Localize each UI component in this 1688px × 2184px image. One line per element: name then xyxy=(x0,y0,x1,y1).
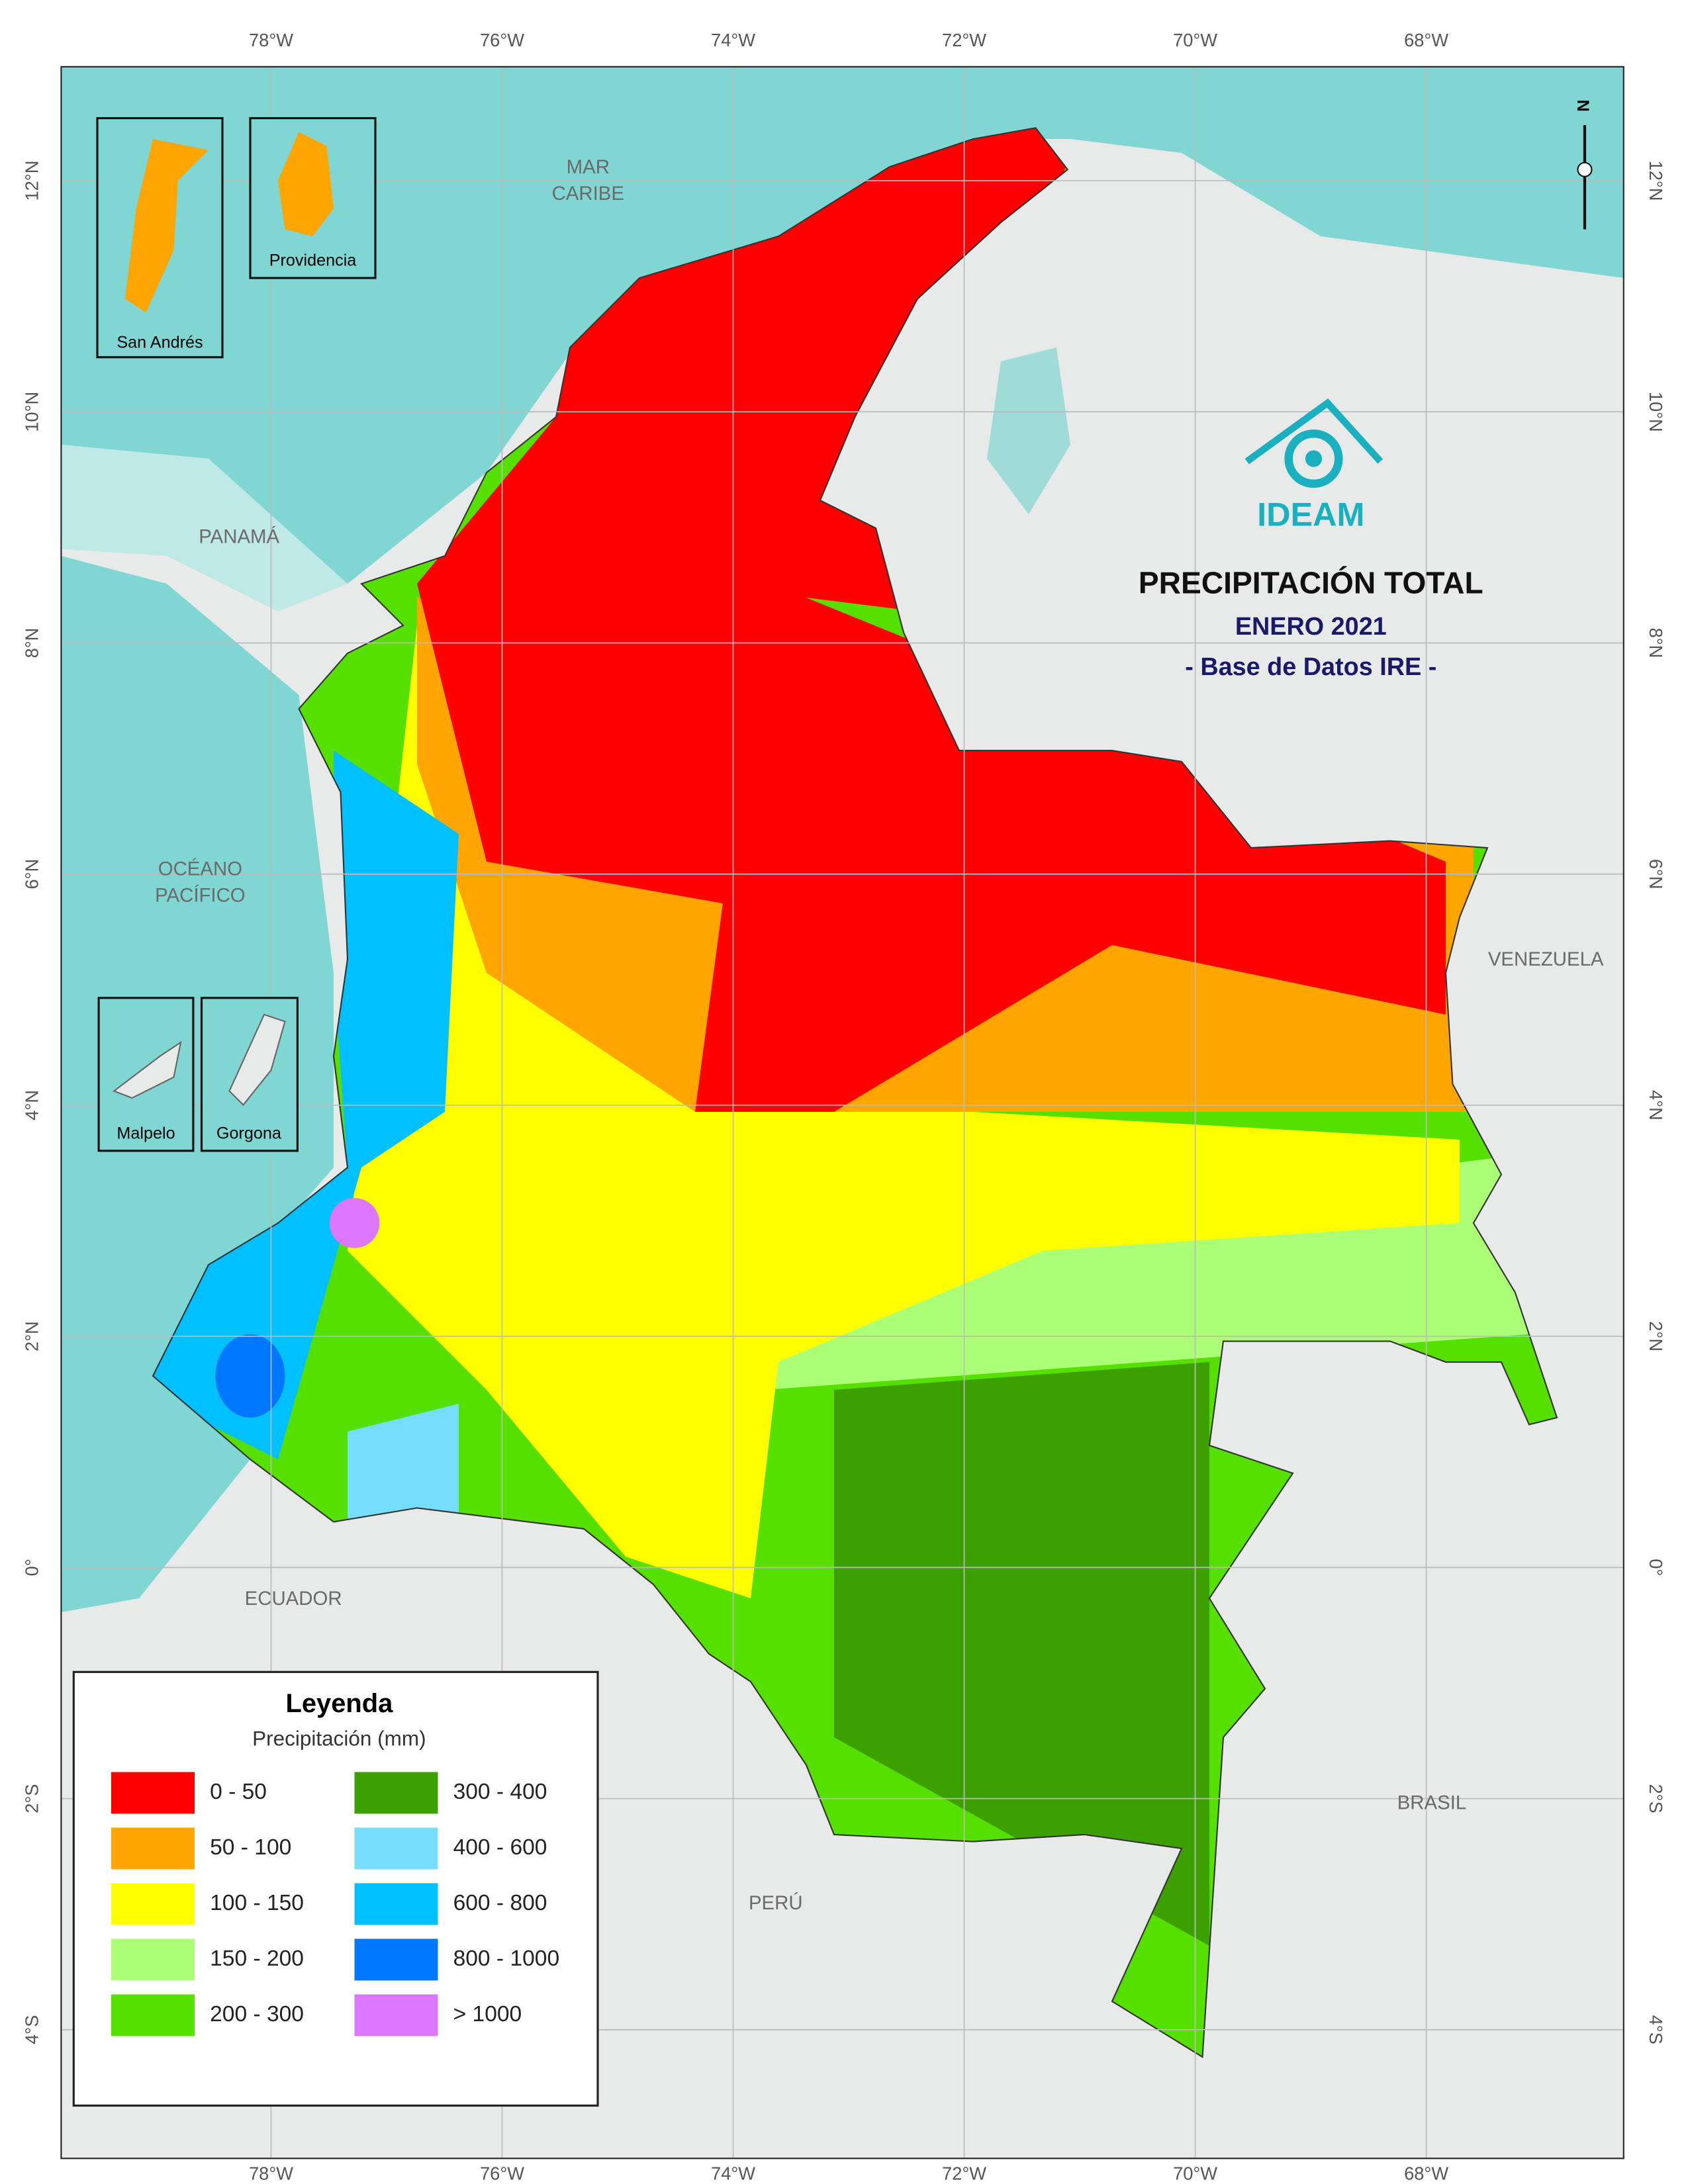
place-label: VENEZUELA xyxy=(1488,948,1604,970)
place-label: PANAMÁ xyxy=(199,526,279,548)
longitude-label: 70°W xyxy=(1173,30,1217,50)
latitude-label: 8°N xyxy=(1646,628,1666,659)
legend-swatch xyxy=(354,1883,438,1925)
inset-island xyxy=(124,139,209,313)
legend-label: 50 - 100 xyxy=(210,1835,291,1860)
inset-island xyxy=(228,1013,286,1107)
logo-swirl xyxy=(1284,429,1343,488)
legend-swatch xyxy=(354,1772,438,1814)
longitude-label: 70°W xyxy=(1173,2163,1217,2184)
pacific-ocean xyxy=(61,556,334,1613)
longitude-label: 68°W xyxy=(1404,2163,1448,2184)
north-arrow-center xyxy=(1577,161,1593,177)
latitude-label: 2°N xyxy=(1646,1321,1666,1351)
coastal-shelf xyxy=(61,445,348,612)
legend-label: 600 - 800 xyxy=(453,1891,547,1915)
legend-label: 300 - 400 xyxy=(453,1780,547,1804)
longitude-label: 76°W xyxy=(480,2163,524,2184)
latitude-label: 4°N xyxy=(1646,1090,1666,1120)
latitude-label: 12°N xyxy=(22,161,42,201)
subtitle: ENERO 2021 xyxy=(1235,613,1387,641)
zone-400-600 xyxy=(347,1404,459,1529)
inset-label: Malpelo xyxy=(117,1124,175,1142)
place-label: PERÚ xyxy=(749,1892,803,1914)
longitude-label: 72°W xyxy=(942,30,986,50)
legend-swatch xyxy=(354,1938,438,1981)
logo: IDEAM xyxy=(1244,398,1383,533)
legend-subtitle: Precipitación (mm) xyxy=(252,1727,426,1751)
lake-maracaibo xyxy=(986,347,1070,515)
legend-label: 800 - 1000 xyxy=(453,1946,560,1971)
legend-swatch xyxy=(354,1827,438,1870)
north-label: N xyxy=(1575,100,1593,112)
place-label: OCÉANO xyxy=(158,858,242,880)
zone-0-50 xyxy=(416,128,1446,1113)
latitude-label: 4°S xyxy=(1646,2015,1666,2044)
legend-label: 0 - 50 xyxy=(210,1780,267,1804)
latitude-label: 2°S xyxy=(1646,1784,1666,1813)
latitude-label: 12°N xyxy=(1646,161,1666,201)
source: - Base de Datos IRE - xyxy=(1185,653,1436,681)
latitude-label: 10°N xyxy=(1646,392,1666,432)
latitude-label: 10°N xyxy=(22,392,42,432)
zone-over-1000 xyxy=(329,1198,380,1248)
legend-label: 100 - 150 xyxy=(210,1891,304,1915)
latitude-label: 6°N xyxy=(1646,859,1666,889)
zone-300-400 xyxy=(833,1362,1209,1946)
latitude-label: 2°N xyxy=(22,1321,42,1351)
latitude-label: 0° xyxy=(22,1559,42,1576)
longitude-label: 72°W xyxy=(942,2163,986,2184)
longitude-label: 76°W xyxy=(480,30,524,50)
north-arrow: N xyxy=(1575,100,1593,230)
logo-eye xyxy=(1305,450,1323,467)
zone-600-800 xyxy=(152,751,459,1460)
legend-swatch xyxy=(111,1994,195,2036)
legend-label: 400 - 600 xyxy=(453,1835,547,1860)
logo-roof xyxy=(1244,398,1383,465)
place-label: ECUADOR xyxy=(245,1588,342,1610)
latitude-label: 2°S xyxy=(22,1784,42,1813)
legend: Leyenda Precipitación (mm) 0 - 50 50 - 10… xyxy=(72,1670,599,2107)
inset-label: Gorgona xyxy=(216,1124,282,1142)
longitude-label: 78°W xyxy=(249,30,293,50)
inset-label: Providencia xyxy=(269,251,357,270)
place-label: MAR xyxy=(567,156,610,178)
place-labels: MAR CARIBE OCÉANO PACÍFICO PANAMÁ VENEZU… xyxy=(155,156,1604,1914)
legend-swatch xyxy=(354,1994,438,2036)
longitude-label: 68°W xyxy=(1404,30,1448,50)
latitude-label: 6°N xyxy=(22,859,42,889)
map-frame xyxy=(60,66,1624,2160)
title: PRECIPITACIÓN TOTAL xyxy=(1139,565,1483,600)
longitude-label: 74°W xyxy=(711,2163,755,2184)
legend-swatch xyxy=(111,1938,195,1981)
legend-label: > 1000 xyxy=(453,2002,522,2026)
place-label: BRASIL xyxy=(1397,1792,1467,1814)
inset-island xyxy=(113,1040,182,1099)
legend-label: 200 - 300 xyxy=(210,2002,304,2026)
longitude-label: 78°W xyxy=(249,2163,293,2184)
country-border xyxy=(152,127,1558,2058)
place-label: CARIBE xyxy=(552,183,624,205)
latitude-label: 4°S xyxy=(22,2015,42,2044)
legend-swatch xyxy=(111,1827,195,1870)
insets: San Andrés Providencia Malpelo Gorgona xyxy=(96,116,377,1152)
latitude-label: 0° xyxy=(1646,1559,1666,1576)
inset-label: San Andrés xyxy=(117,333,203,351)
zone-800-1000 xyxy=(215,1334,285,1418)
legend-label: 150 - 200 xyxy=(210,1946,304,1971)
inset-island xyxy=(277,132,334,237)
longitude-label: 74°W xyxy=(711,30,755,50)
place-label: PACÍFICO xyxy=(155,884,246,906)
inset-frame xyxy=(97,997,195,1152)
graticule: 78°W 78°W 76°W 76°W 74°W 74°W 72°W 72°W 70°W 70°W… xyxy=(22,30,1666,2183)
latitude-label: 8°N xyxy=(22,628,42,659)
legend-swatch xyxy=(111,1883,195,1925)
legend-swatch xyxy=(111,1772,195,1814)
caribbean-sea xyxy=(61,66,1624,584)
legend-title: Leyenda xyxy=(286,1689,394,1718)
latitude-label: 4°N xyxy=(22,1090,42,1120)
logo-text: IDEAM xyxy=(1257,496,1364,533)
